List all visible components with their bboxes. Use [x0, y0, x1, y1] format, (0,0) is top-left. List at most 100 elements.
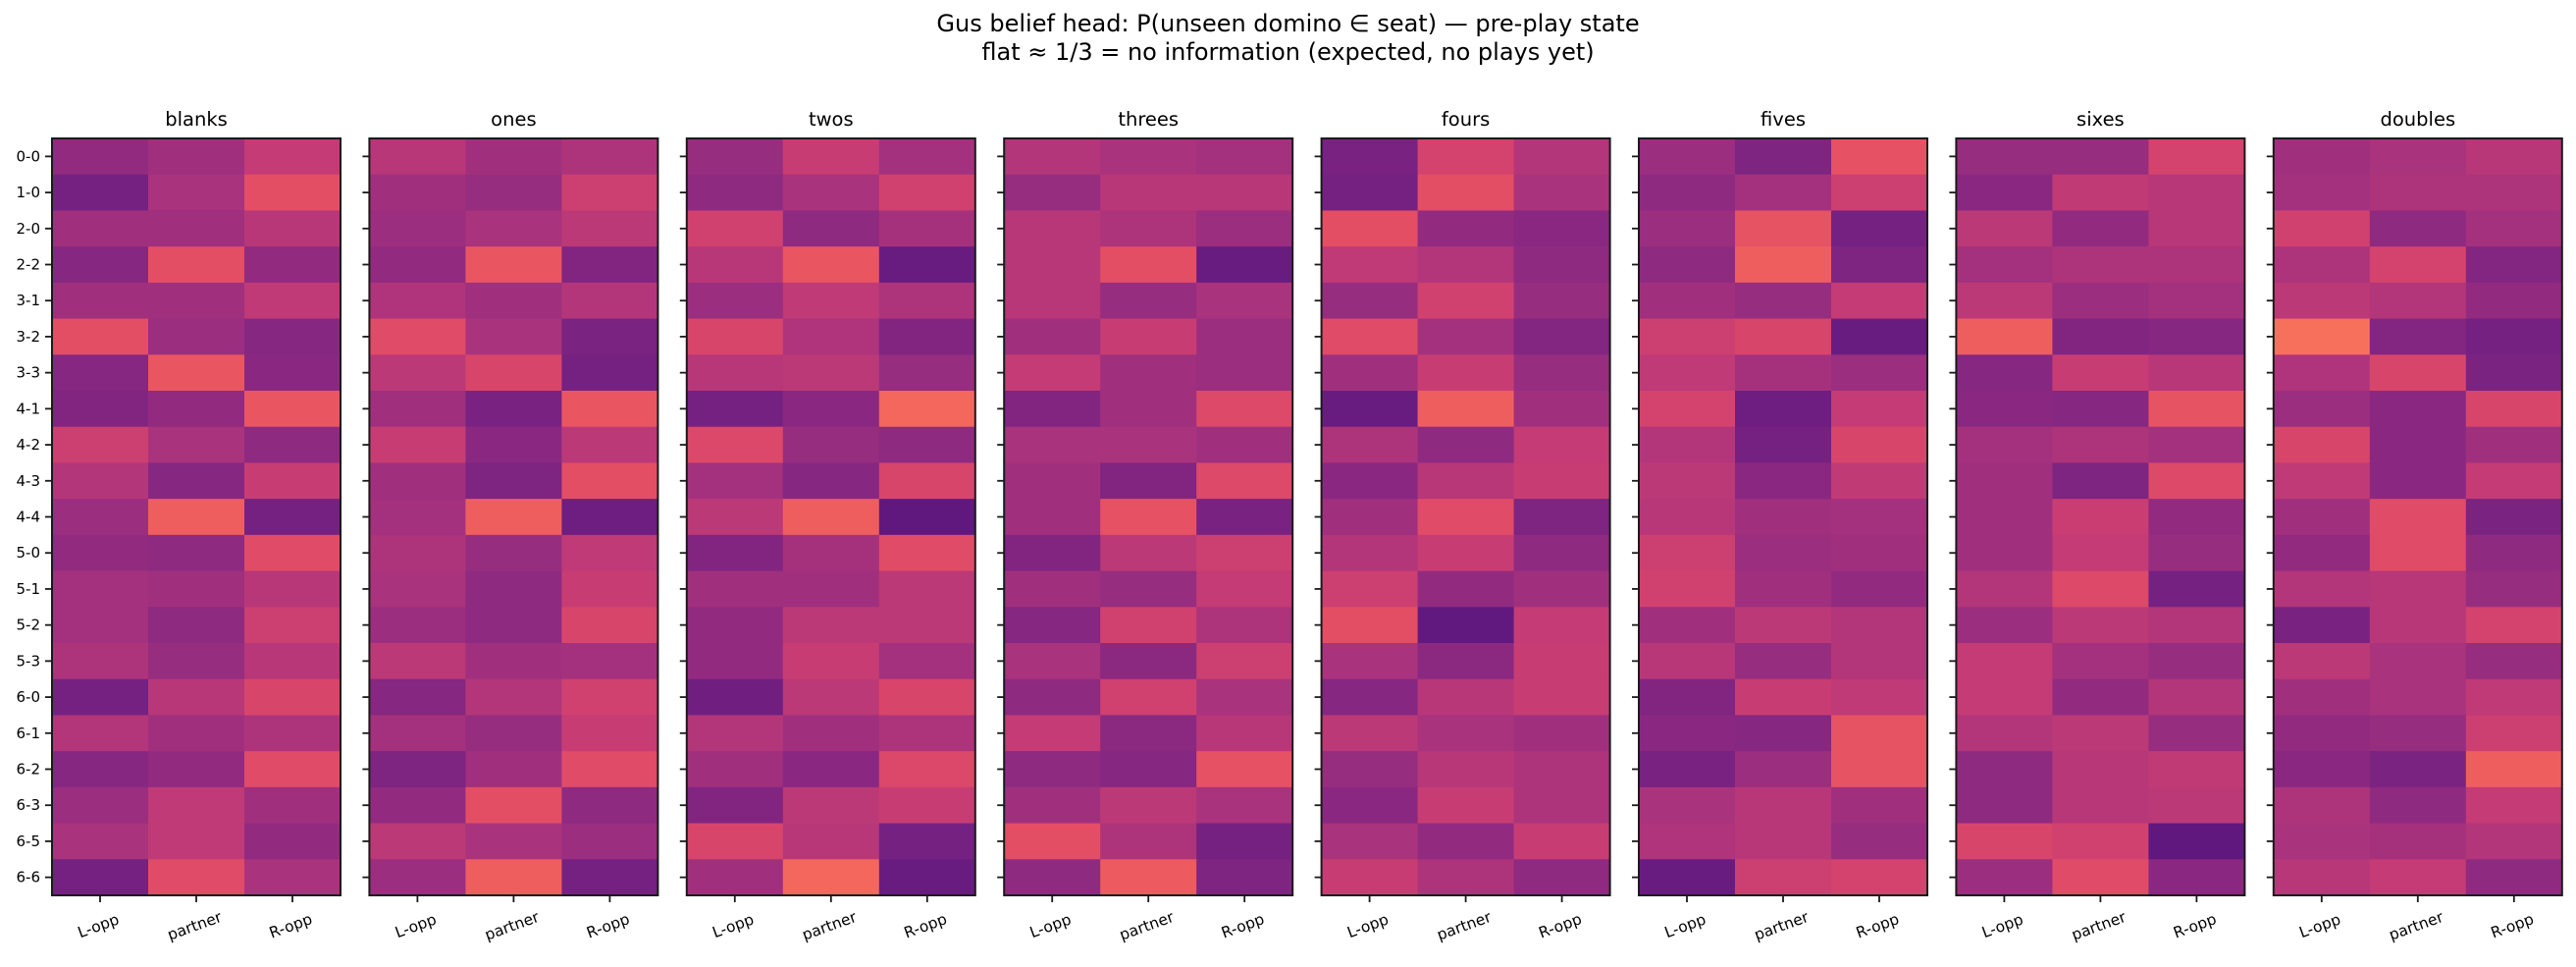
heatmap-cell-3-2-partner [1417, 318, 1515, 355]
heatmap-cell-6-1-R-opp [2148, 715, 2245, 752]
heatmap-panel-fives: fives L-opp partner R-opp [1632, 108, 1928, 944]
heatmap-cell-6-0-R-opp [561, 678, 658, 717]
heatmap-cell-5-2-L-opp [369, 607, 466, 644]
heatmap-cell-6-6-L-opp [1639, 859, 1736, 896]
heatmap-cell-6-0-L-opp [1004, 678, 1101, 717]
heatmap-cell-4-4-partner [1100, 499, 1197, 536]
heatmap-cell-6-3-L-opp [1956, 786, 2053, 825]
heatmap-cell-1-0-partner [1735, 174, 1832, 212]
heatmap-cell-6-1-L-opp [1639, 715, 1736, 752]
heatmap-cell-4-4-R-opp [1196, 499, 1293, 536]
heatmap-cell-6-6-L-opp [369, 859, 466, 896]
heatmap-cell-2-2-R-opp [1196, 246, 1293, 284]
heatmap-cell-4-1-R-opp [878, 391, 976, 428]
heatmap-cell-2-0-R-opp [2465, 210, 2563, 247]
heatmap-cell-1-0-L-opp [2273, 174, 2371, 212]
heatmap-cell-3-1-partner [1417, 282, 1515, 320]
heatmap-cell-6-5-L-opp [686, 823, 784, 860]
heatmap-cell-5-3-partner [148, 643, 245, 680]
heatmap-cell-1-0-partner [782, 174, 880, 212]
heatmap-cell-4-2-partner [2369, 426, 2467, 464]
heatmap-cell-3-2-L-opp [1321, 318, 1419, 355]
heatmap-cell-4-1-L-opp [1004, 391, 1101, 428]
heatmap-cell-0-0-partner [2369, 138, 2467, 176]
heatmap-cell-5-2-partner [782, 607, 880, 644]
heatmap-cell-6-0-R-opp [1831, 678, 1928, 717]
heatmap-cell-2-2-R-opp [878, 246, 976, 284]
heatmap-cell-4-3-L-opp [686, 462, 784, 500]
heatmap-cell-3-1-R-opp [2148, 282, 2245, 320]
heatmap-cell-4-2-R-opp [2465, 426, 2563, 464]
heatmap-cell-5-1-R-opp [244, 570, 342, 608]
heatmap-cell-1-0-R-opp [2465, 174, 2563, 212]
heatmap-cell-3-1-R-opp [244, 282, 342, 320]
heatmap-cell-4-3-R-opp [1196, 462, 1293, 500]
heatmap-cell-6-1-L-opp [1004, 715, 1101, 752]
heatmap-cell-6-5-L-opp [1956, 823, 2053, 860]
heatmap-panel-ones: ones L-opp partner R-opp [362, 108, 659, 944]
heatmap-cell-5-2-R-opp [244, 607, 342, 644]
heatmap-cell-5-0-R-opp [878, 534, 976, 572]
heatmap-panel-fours: fours L-opp partner R-opp [1314, 108, 1611, 944]
heatmap-cell-6-6-R-opp [244, 859, 342, 896]
heatmap-cell-6-5-partner [465, 823, 562, 860]
heatmap-cell-6-2-R-opp [2465, 751, 2563, 788]
heatmap-cell-6-3-partner [2369, 786, 2467, 825]
y-tick-label: 6-5 [17, 833, 41, 850]
x-tick-label: L-opp [1979, 910, 2025, 941]
heatmap-cell-4-2-R-opp [1513, 426, 1611, 464]
heatmap-cell-4-3-R-opp [1831, 462, 1928, 500]
heatmap-cell-3-3-L-opp [1639, 354, 1736, 392]
heatmap-cell-6-6-partner [1735, 859, 1832, 896]
heatmap-cell-5-3-R-opp [1831, 643, 1928, 680]
heatmap-cell-5-2-partner [2369, 607, 2467, 644]
heatmap-cell-3-2-partner [1100, 318, 1197, 355]
heatmap-cell-2-2-L-opp [369, 246, 466, 284]
x-tick-label: L-opp [1344, 910, 1391, 941]
x-tick-label: L-opp [1027, 910, 1074, 941]
heatmap-cell-6-0-L-opp [686, 678, 784, 717]
panel-title: threes [1118, 108, 1179, 131]
heatmap-cell-4-3-partner [2369, 462, 2467, 500]
heatmap-cell-4-4-L-opp [52, 499, 149, 536]
heatmap-cell-5-1-L-opp [369, 570, 466, 608]
y-tick-label: 5-1 [17, 580, 41, 598]
heatmap-cell-5-0-R-opp [2465, 534, 2563, 572]
y-tick-label: 2-0 [17, 220, 41, 238]
heatmap-cell-6-3-R-opp [878, 786, 976, 825]
heatmap-cell-5-2-partner [1417, 607, 1515, 644]
heatmap-cell-5-1-partner [782, 570, 880, 608]
heatmap-cell-6-2-L-opp [686, 751, 784, 788]
heatmap-cell-4-2-L-opp [1321, 426, 1419, 464]
heatmap-cell-6-1-partner [1735, 715, 1832, 752]
heatmap-cell-4-4-R-opp [244, 499, 342, 536]
heatmap-cell-5-0-R-opp [1196, 534, 1293, 572]
heatmap-cell-5-3-R-opp [2465, 643, 2563, 680]
heatmap-cell-3-2-partner [2052, 318, 2149, 355]
heatmap-cell-2-2-R-opp [2148, 246, 2245, 284]
heatmap-cell-6-5-R-opp [2465, 823, 2563, 860]
heatmap-cell-0-0-R-opp [878, 138, 976, 176]
heatmap-cell-6-3-L-opp [2273, 786, 2371, 825]
heatmap-cell-5-2-R-opp [2465, 607, 2563, 644]
x-tick-label: R-opp [267, 910, 315, 941]
heatmap-cell-4-1-L-opp [2273, 391, 2371, 428]
figure-title: Gus belief head: P(unseen domino ∈ seat)… [0, 10, 2576, 67]
heatmap-cell-6-6-L-opp [686, 859, 784, 896]
heatmap-cell-3-3-partner [2369, 354, 2467, 392]
heatmap-cell-5-1-partner [465, 570, 562, 608]
heatmap-cell-5-1-R-opp [1196, 570, 1293, 608]
heatmap-cell-3-2-partner [782, 318, 880, 355]
heatmap-cell-5-1-partner [148, 570, 245, 608]
heatmap-cell-4-2-R-opp [244, 426, 342, 464]
heatmap-cell-3-3-R-opp [561, 354, 658, 392]
heatmap-cell-2-2-L-opp [2273, 246, 2371, 284]
heatmap-cell-0-0-partner [2052, 138, 2149, 176]
heatmap-cell-4-4-L-opp [1004, 499, 1101, 536]
heatmap-cell-0-0-L-opp [1956, 138, 2053, 176]
heatmap-cell-2-2-partner [2052, 246, 2149, 284]
heatmap-cell-2-0-partner [1735, 210, 1832, 247]
y-tick-label: 4-2 [17, 436, 41, 454]
heatmap-cell-2-2-partner [148, 246, 245, 284]
heatmap-cell-3-3-partner [1100, 354, 1197, 392]
